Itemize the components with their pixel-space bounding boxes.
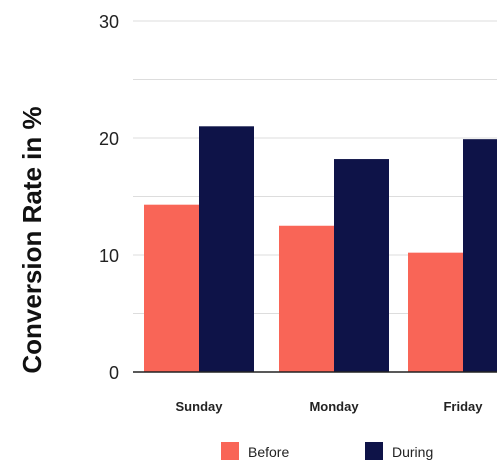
bar-during-monday — [334, 159, 389, 372]
y-tick-labels: 0 10 20 30 — [99, 12, 119, 383]
y-tick-label: 10 — [99, 246, 119, 266]
x-category-labels: Sunday Monday Friday — [176, 399, 484, 414]
y-tick-label: 30 — [99, 12, 119, 32]
legend-swatch-during — [365, 442, 383, 460]
legend-label-before: Before — [248, 444, 289, 460]
x-category-label: Sunday — [176, 399, 224, 414]
y-tick-label: 0 — [109, 363, 119, 383]
bar-before-sunday — [144, 204, 199, 372]
legend-swatch-before — [221, 442, 239, 460]
x-category-label: Monday — [309, 399, 359, 414]
legend-label-during: During — [392, 444, 433, 460]
legend: Before During — [221, 442, 433, 460]
y-tick-label: 20 — [99, 129, 119, 149]
bars — [144, 126, 497, 372]
bar-before-friday — [408, 252, 463, 372]
bar-during-friday — [463, 139, 497, 372]
y-axis-label: Conversion Rate in % — [17, 106, 47, 373]
bar-before-monday — [279, 225, 334, 372]
bar-during-sunday — [199, 126, 254, 372]
x-category-label: Friday — [443, 399, 483, 414]
